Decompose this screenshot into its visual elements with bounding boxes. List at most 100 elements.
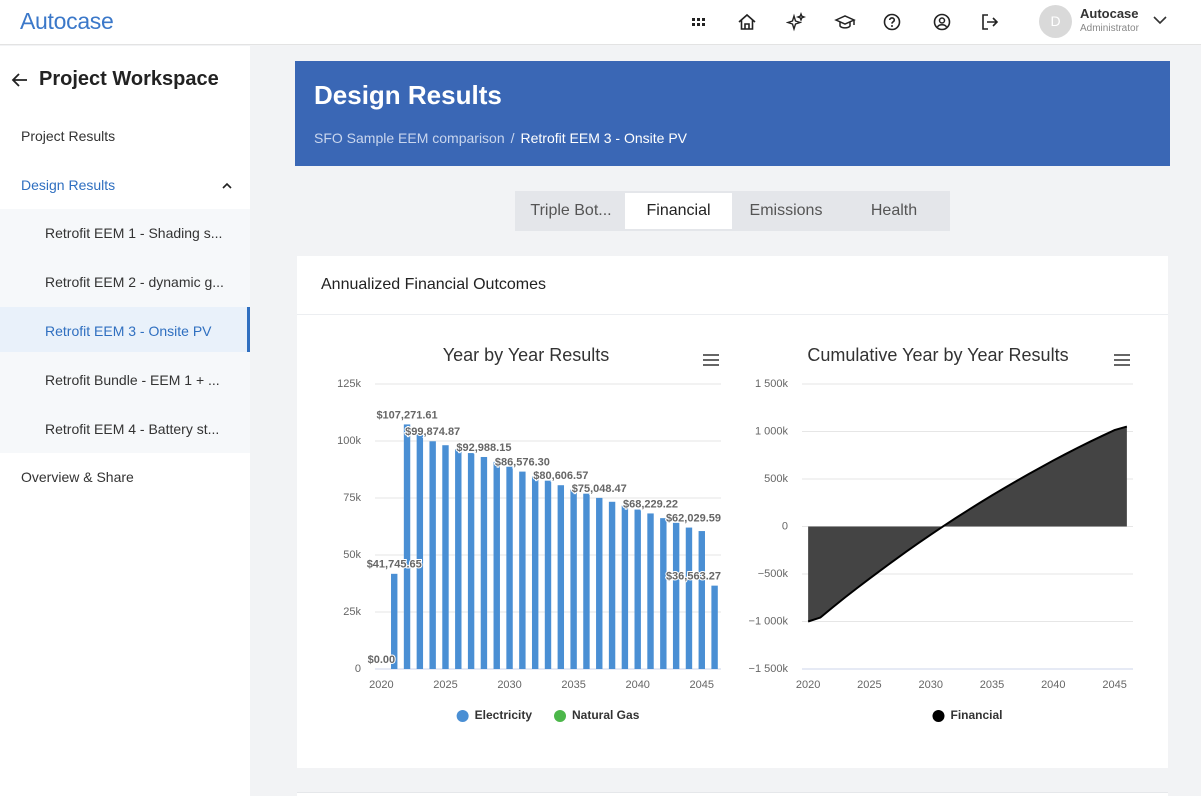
bar	[596, 497, 603, 669]
tab[interactable]: Triple Bot...	[530, 202, 612, 219]
legend: Electricity Natural Gas	[456, 708, 640, 722]
collapse-caret[interactable]	[221, 180, 233, 192]
tab[interactable]: Emissions	[749, 202, 823, 219]
sub-nav-item[interactable]: Retrofit Bundle - EEM 1 + ...	[45, 372, 220, 388]
y-tick-label: 50k	[343, 549, 361, 561]
x-tick-label: 2020	[369, 679, 393, 691]
sidebar: Project Workspace Project Results Design…	[0, 46, 250, 796]
account-icon[interactable]	[932, 11, 952, 33]
menu-bar	[1114, 354, 1130, 356]
bar	[429, 441, 436, 669]
value-label: $62,029.59	[666, 512, 721, 524]
y-tick-label: 100k	[337, 435, 361, 447]
y-tick-label: 25k	[343, 606, 361, 618]
chart-title: Cumulative Year by Year Results	[807, 345, 1068, 365]
bar	[391, 573, 398, 669]
x-tick-label: 2030	[497, 679, 521, 691]
bar	[544, 480, 552, 669]
x-tick-label: 2025	[433, 679, 457, 691]
y-tick-label: 75k	[343, 492, 361, 504]
user-role: Administrator	[1080, 23, 1139, 34]
divider	[297, 314, 1168, 315]
legend-swatch	[932, 710, 945, 722]
bar	[455, 449, 462, 669]
bar	[608, 501, 616, 669]
bar	[480, 456, 488, 669]
x-tick-label: 2035	[561, 679, 585, 691]
bar	[416, 433, 424, 669]
tab[interactable]: Health	[870, 202, 918, 219]
bar	[570, 489, 577, 669]
value-label: $86,576.30	[495, 457, 550, 469]
x-tick-label: 2030	[918, 679, 942, 691]
top-bar: Autocase D Autocase Administrator	[0, 0, 1201, 45]
x-tick-label: 2045	[690, 679, 714, 691]
bar	[467, 453, 475, 669]
apps-icon[interactable]	[690, 11, 708, 33]
back-arrow[interactable]	[10, 70, 30, 90]
y-tick-label: 125k	[337, 378, 361, 390]
charts: Year by Year Results 0 25k 50k 75k 100k 125k 20…	[337, 345, 1133, 722]
x-tick-label: 2040	[625, 679, 649, 691]
nav-item[interactable]: Project Results	[21, 128, 116, 144]
sub-nav-item[interactable]: Retrofit EEM 2 - dynamic g...	[45, 274, 224, 290]
menu-bar	[1114, 364, 1130, 366]
y-tick-label: 0	[782, 520, 788, 532]
x-tick-label: 2040	[1041, 679, 1065, 691]
bar	[442, 445, 449, 669]
user-menu-chevron[interactable]	[1152, 12, 1168, 28]
breadcrumb: SFO Sample EEM comparison / Retrofit EEM 3…	[314, 130, 688, 146]
x-tick-label: 2045	[1102, 679, 1126, 691]
sub-nav-item[interactable]: Retrofit EEM 4 - Battery st...	[45, 421, 220, 437]
y-tick-label: −500k	[758, 568, 789, 580]
sidebar-title: Project Workspace	[39, 68, 219, 90]
y-tick-label: 0	[355, 663, 361, 675]
value-label: $0.00	[368, 654, 396, 666]
bar	[672, 522, 680, 669]
bar	[647, 513, 654, 669]
value-label: $80,606.57	[533, 470, 588, 482]
menu-bar	[1114, 359, 1130, 361]
logo[interactable]: Autocase	[20, 8, 114, 34]
nav-item[interactable]: Design Results	[21, 177, 116, 193]
banner-title: Design Results	[314, 80, 502, 110]
legend-label: Electricity	[475, 708, 533, 722]
breadcrumb-link[interactable]: SFO Sample EEM comparison	[314, 130, 505, 146]
ai-icon[interactable]	[786, 11, 806, 33]
bar	[634, 509, 641, 669]
bar	[557, 485, 565, 669]
sub-nav-item[interactable]: Retrofit EEM 3 - Onsite PV	[45, 323, 212, 339]
help-icon[interactable]	[882, 11, 902, 33]
nav-item[interactable]: Overview & Share	[21, 469, 134, 485]
sub-nav-item[interactable]: Retrofit EEM 1 - Shading s...	[45, 225, 223, 241]
y-tick-label: 1 000k	[755, 425, 789, 437]
tab[interactable]: Financial	[625, 193, 732, 229]
bar	[660, 518, 667, 669]
chart-menu[interactable]	[703, 354, 719, 366]
active-highlight	[0, 307, 250, 352]
avatar[interactable]: D	[1039, 5, 1072, 38]
area-line	[807, 425, 1128, 623]
card-title: Annualized Financial Outcomes	[321, 276, 547, 293]
user-name: Autocase	[1080, 6, 1139, 21]
legend-swatch	[456, 710, 469, 722]
menu-bar	[703, 359, 719, 361]
value-label: $99,874.87	[405, 426, 460, 438]
value-label: $41,745.65	[367, 559, 422, 571]
chart-menu[interactable]	[1114, 354, 1130, 366]
bar	[519, 471, 526, 669]
area-fill	[808, 426, 1127, 622]
x-tick-label: 2035	[980, 679, 1004, 691]
x-tick-label: 2025	[857, 679, 881, 691]
bar	[403, 424, 411, 669]
legend-label: Financial	[950, 708, 1002, 722]
home-icon[interactable]	[737, 11, 757, 33]
breadcrumb-current: Retrofit EEM 3 - Onsite PV	[520, 130, 688, 146]
learn-icon[interactable]	[834, 11, 856, 33]
bar	[685, 527, 693, 669]
bar	[583, 493, 590, 669]
menu-bar	[703, 354, 719, 356]
bar	[506, 466, 513, 669]
logout-icon[interactable]	[980, 11, 1000, 33]
